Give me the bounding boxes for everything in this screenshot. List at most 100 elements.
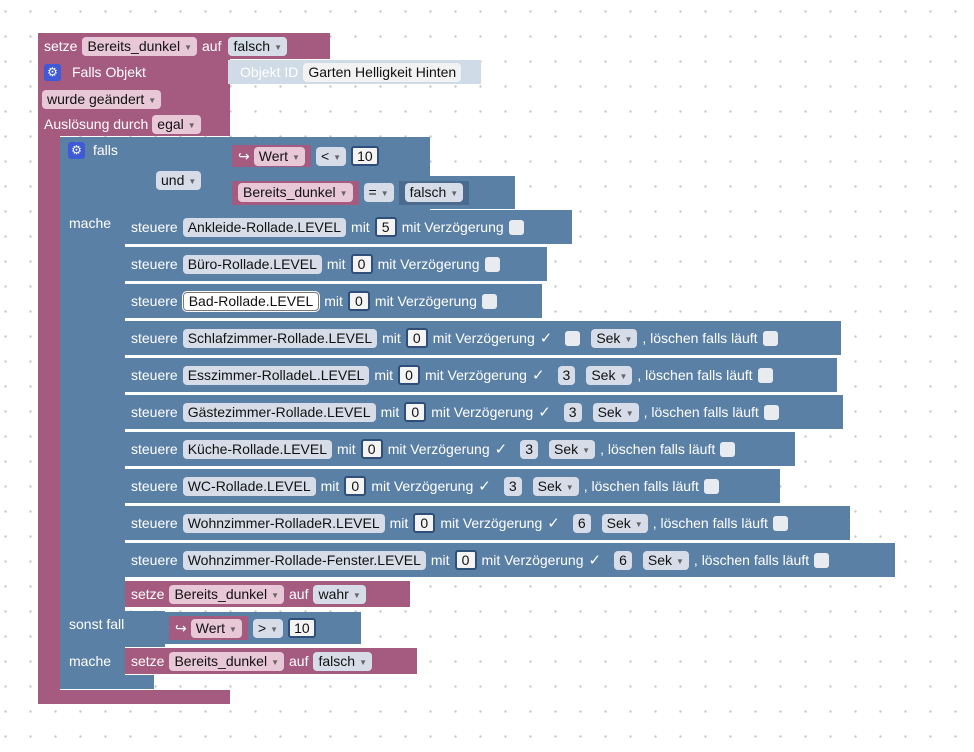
value-getter-block[interactable]: ↪ Wert ▼ [169,616,248,640]
value-dropdown[interactable]: Wert ▼ [190,618,242,638]
variable-dropdown[interactable]: Bereits_dunkel ▼ [238,183,353,202]
compare-operator-dropdown[interactable]: < ▼ [315,146,347,166]
value-number-input[interactable]: 0 [344,476,367,496]
control-state-block[interactable]: steuere Gästezimmer-Rollade.LEVEL mit 0 … [125,395,843,429]
object-id-field[interactable]: WC-Rollade.LEVEL [182,476,316,496]
delay-checkbox[interactable] [481,293,497,309]
delay-number-input[interactable]: 6 [572,513,591,533]
delay-number-input[interactable]: 3 [503,476,522,496]
trigger-block-spine [38,136,60,702]
control-state-block[interactable]: steuere Wohnzimmer-Rollade-Fenster.LEVEL… [125,543,895,577]
delay-checkbox[interactable] [508,219,524,235]
clear-running-checkbox[interactable] [763,404,779,420]
delay-number-input[interactable] [565,330,581,346]
compare-operator-dropdown[interactable]: > ▼ [252,618,284,638]
variable-dropdown[interactable]: Bereits_dunkel ▼ [169,584,285,604]
set-false-block[interactable]: setze Bereits_dunkel ▼ auf falsch ▼ [125,648,417,674]
value-dropdown[interactable]: falsch ▼ [313,651,372,671]
unit-dropdown[interactable]: Sek ▼ [601,513,648,533]
variable-dropdown[interactable]: Bereits_dunkel ▼ [82,36,198,56]
control-state-block[interactable]: steuere Schlafzimmer-Rollade.LEVEL mit 0… [125,321,841,355]
control-state-block[interactable]: steuere Wohnzimmer-RolladeR.LEVEL mit 0 … [125,506,850,540]
variable-dropdown[interactable]: Bereits_dunkel ▼ [169,651,285,671]
value-number-input[interactable]: 5 [374,217,397,237]
unit-dropdown[interactable]: Sek ▼ [642,550,689,570]
value-dropdown[interactable]: wahr ▼ [313,584,366,604]
value-getter-block[interactable]: ↪ Wert ▼ [232,145,311,167]
control-state-block[interactable]: steuere WC-Rollade.LEVEL mit 0 mit Verzö… [125,469,780,503]
checkmark-icon[interactable]: ✓ [531,367,545,384]
compare-block-3[interactable]: ↪ Wert ▼ > ▼ 10 [165,612,361,644]
object-id-field[interactable]: Schlafzimmer-Rollade.LEVEL [182,328,378,348]
object-id-field[interactable]: Garten Helligkeit Hinten [303,62,462,82]
clear-running-checkbox[interactable] [720,441,736,457]
checkmark-icon[interactable]: ✓ [588,552,602,569]
object-id-field[interactable]: Esszimmer-RolladeL.LEVEL [182,365,370,385]
value-number-input[interactable]: 0 [347,291,370,311]
value-dropdown[interactable]: falsch ▼ [228,36,287,56]
value-number-input[interactable]: 0 [405,328,428,348]
value-number-input[interactable]: 0 [413,513,436,533]
logic-and-block[interactable]: und ▼ [152,139,222,213]
set-variable-block[interactable]: setze Bereits_dunkel ▼ auf falsch ▼ [38,33,330,59]
gear-icon[interactable]: ⚙ [44,63,61,81]
delay-label: mit Verzögerung [374,293,477,309]
trigger-source-dropdown[interactable]: egal ▼ [152,114,201,134]
object-id-field[interactable]: Büro-Rollade.LEVEL [182,254,322,274]
clear-running-checkbox[interactable] [703,478,719,494]
value-number-input[interactable]: 0 [454,550,477,570]
object-id-field[interactable]: Wohnzimmer-Rollade-Fenster.LEVEL [182,550,426,570]
control-state-block[interactable]: steuere Bad-Rollade.LEVEL mit 0 mit Verz… [125,284,542,318]
with-keyword: mit [389,515,409,531]
object-id-block[interactable]: Objekt ID Garten Helligkeit Hinten [228,60,481,84]
delay-number-input[interactable]: 3 [557,365,576,385]
control-state-block[interactable]: steuere Büro-Rollade.LEVEL mit 0 mit Ver… [125,247,547,281]
delay-label: mit Verzögerung [377,256,480,272]
value-number-input[interactable]: 0 [404,402,427,422]
checkmark-icon[interactable]: ✓ [539,330,553,347]
number-input[interactable]: 10 [288,618,316,638]
object-id-field[interactable]: Küche-Rollade.LEVEL [182,439,333,459]
control-state-block[interactable]: steuere Ankleide-Rollade.LEVEL mit 5 mit… [125,210,572,244]
unit-dropdown[interactable]: Sek ▼ [549,439,596,459]
checkmark-icon[interactable]: ✓ [478,478,491,495]
boolean-dropdown[interactable]: falsch ▼ [404,183,464,202]
gear-icon[interactable]: ⚙ [68,141,85,159]
checkmark-icon[interactable]: ✓ [538,404,551,421]
compare-block-2[interactable]: Bereits_dunkel ▼ = ▼ falsch ▼ [228,176,515,209]
unit-dropdown[interactable]: Sek ▼ [586,365,633,385]
set-true-block[interactable]: setze Bereits_dunkel ▼ auf wahr ▼ [125,581,410,607]
changed-dropdown[interactable]: wurde geändert ▼ [42,89,162,109]
object-id-field[interactable]: Bad-Rollade.LEVEL [182,291,320,311]
control-state-block[interactable]: steuere Küche-Rollade.LEVEL mit 0 mit Ve… [125,432,795,466]
compare-block-1[interactable]: ↪ Wert ▼ < ▼ 10 [228,141,430,171]
boolean-block[interactable]: falsch ▼ [398,180,470,205]
clear-running-checkbox[interactable] [772,515,788,531]
number-input[interactable]: 10 [351,146,379,166]
control-state-block[interactable]: steuere Esszimmer-RolladeL.LEVEL mit 0 m… [125,358,837,392]
chevron-down-icon: ▼ [148,95,157,105]
variable-getter-block[interactable]: Bereits_dunkel ▼ [232,180,359,205]
logic-operator-dropdown[interactable]: und ▼ [156,170,202,190]
chevron-down-icon: ▼ [450,189,459,198]
delay-number-input[interactable]: 3 [520,439,539,459]
unit-dropdown[interactable]: Sek ▼ [591,328,638,348]
object-id-field[interactable]: Gästezimmer-Rollade.LEVEL [182,402,376,422]
value-dropdown[interactable]: Wert ▼ [253,146,305,166]
object-id-field[interactable]: Wohnzimmer-RolladeR.LEVEL [182,513,385,533]
delay-number-input[interactable]: 6 [614,550,632,570]
unit-dropdown[interactable]: Sek ▼ [592,402,639,422]
object-id-field[interactable]: Ankleide-Rollade.LEVEL [182,217,347,237]
value-number-input[interactable]: 0 [398,365,420,385]
delay-number-input[interactable]: 3 [563,402,582,422]
clear-running-checkbox[interactable] [757,367,773,383]
value-number-input[interactable]: 0 [350,254,373,274]
value-number-input[interactable]: 0 [360,439,383,459]
delay-checkbox[interactable] [484,256,500,272]
unit-dropdown[interactable]: Sek ▼ [532,476,579,496]
checkmark-icon[interactable]: ✓ [494,441,508,458]
compare-operator-dropdown[interactable]: = ▼ [363,183,394,202]
clear-running-checkbox[interactable] [762,330,778,346]
clear-running-checkbox[interactable] [814,552,830,568]
checkmark-icon[interactable]: ✓ [547,515,560,532]
